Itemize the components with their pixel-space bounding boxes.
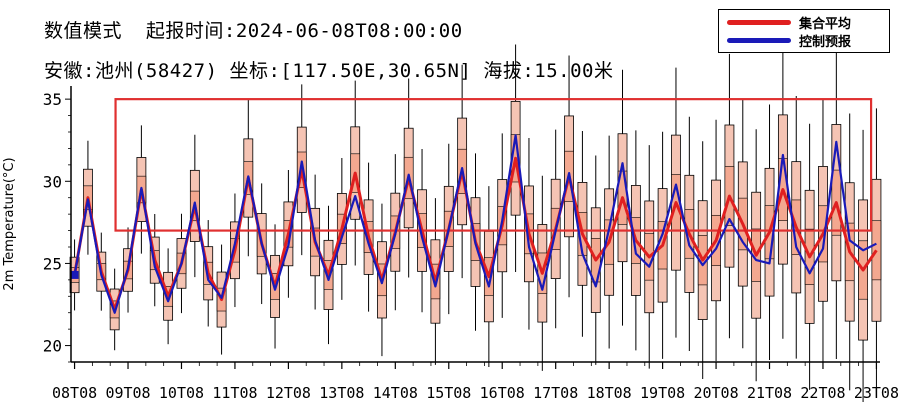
x-tick-label: 09T08 <box>105 384 150 402</box>
highlight-box <box>114 98 873 232</box>
legend: 集合平均 控制预报 <box>718 9 890 53</box>
series-line-control-forecast <box>73 134 877 314</box>
x-tick-label: 15T08 <box>426 384 471 402</box>
highlight-box-group <box>114 98 873 232</box>
legend-item-ensemble-mean: 集合平均 <box>727 14 852 32</box>
x-tick-label: 14T08 <box>373 384 418 402</box>
x-tick-label: 22T08 <box>800 384 845 402</box>
y-tick-label: 20 <box>43 337 62 356</box>
x-tick-label: 21T08 <box>747 384 792 402</box>
x-tick-label: 10T08 <box>159 384 204 402</box>
start-marker <box>70 270 79 279</box>
legend-swatch-ensemble-mean <box>727 19 791 25</box>
axis-ticks: 20 25 30 35 08T08 09T08 10T08 11T08 12T08 13T08 14… <box>43 90 898 402</box>
legend-item-control-forecast: 控制预报 <box>727 32 852 50</box>
x-tick-label: 18T08 <box>587 384 632 402</box>
x-tick-label: 11T08 <box>212 384 257 402</box>
series-lines <box>70 134 878 314</box>
x-tick-label: 12T08 <box>266 384 311 402</box>
y-tick-label: 30 <box>43 172 62 191</box>
title-model-run: 数值模式 起报时间:2024-06-08T08:00:00 <box>44 20 463 42</box>
ensemble-box-inner <box>871 220 882 281</box>
x-tick-label: 13T08 <box>319 384 364 402</box>
x-tick-label: 16T08 <box>480 384 525 402</box>
y-axis-label: 2m Temperature(°C) <box>2 157 17 290</box>
y-tick-label: 35 <box>43 90 62 109</box>
x-tick-label: 17T08 <box>533 384 578 402</box>
title-station-info: 安徽:池州(58427) 坐标:[117.50E,30.65N] 海拔:15.0… <box>44 60 614 82</box>
legend-label-ensemble-mean: 集合平均 <box>799 16 852 32</box>
x-tick-label: 23T08 <box>854 384 898 402</box>
x-tick-label: 19T08 <box>640 384 685 402</box>
y-tick-label: 25 <box>43 254 62 273</box>
legend-label-control-forecast: 控制预报 <box>799 34 852 50</box>
x-tick-label: 20T08 <box>693 384 738 402</box>
x-tick-label: 08T08 <box>52 384 97 402</box>
legend-swatch-control-forecast <box>727 37 791 43</box>
